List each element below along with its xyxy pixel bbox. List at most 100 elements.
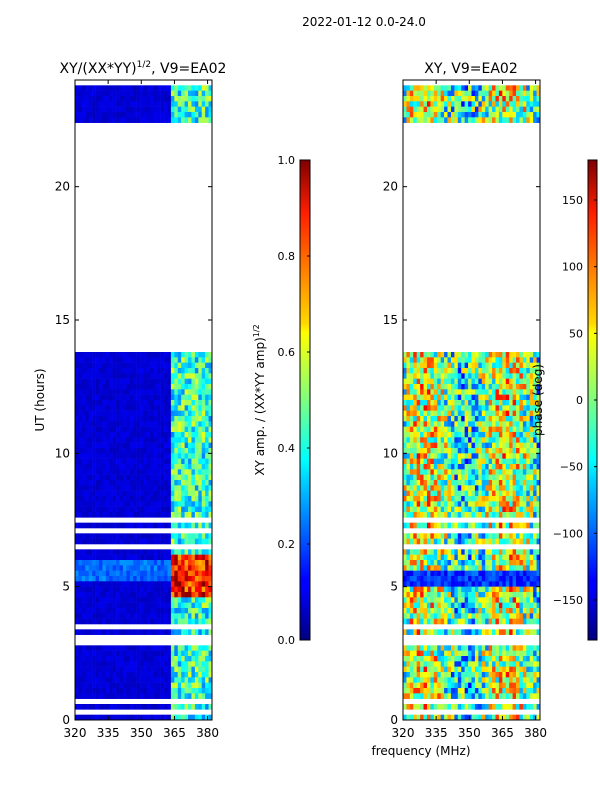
heatmap-cell xyxy=(498,437,503,443)
heatmap-cell xyxy=(85,112,89,118)
heatmap-cell xyxy=(92,618,96,625)
heatmap-cell xyxy=(423,474,428,481)
heatmap-cell xyxy=(126,117,131,123)
heatmap-cell xyxy=(444,522,448,529)
heatmap-cell xyxy=(423,410,428,417)
heatmap-cell xyxy=(102,400,107,406)
heatmap-cell xyxy=(481,357,486,363)
heatmap-cell xyxy=(403,554,407,561)
heatmap-cell xyxy=(81,117,86,123)
heatmap-cell xyxy=(201,432,206,438)
heatmap-cell xyxy=(170,85,175,91)
heatmap-cell xyxy=(105,117,110,123)
heatmap-cell xyxy=(413,586,417,593)
heatmap-cell xyxy=(502,538,507,545)
heatmap-cell xyxy=(109,618,113,625)
heatmap-cell xyxy=(492,432,496,438)
heatmap-cell xyxy=(505,533,510,539)
heatmap-cell xyxy=(509,448,513,454)
heatmap-cell xyxy=(167,570,172,577)
heatmap-cell xyxy=(413,410,417,417)
heatmap-cell xyxy=(485,464,489,470)
heatmap-cell xyxy=(198,677,203,683)
heatmap-cell xyxy=(164,400,168,406)
heatmap-cell xyxy=(440,597,445,603)
heatmap-cell xyxy=(167,549,172,555)
heatmap-cell xyxy=(457,394,462,401)
heatmap-cell xyxy=(112,666,117,673)
heatmap-cell xyxy=(174,90,179,97)
heatmap-cell xyxy=(92,661,96,667)
heatmap-cell xyxy=(78,602,83,609)
heatmap-cell xyxy=(126,570,131,577)
heatmap-cell xyxy=(109,570,113,577)
heatmap-cell xyxy=(198,629,203,635)
heatmap-cell xyxy=(505,357,510,363)
heatmap-cell xyxy=(516,522,520,529)
heatmap-cell xyxy=(143,96,148,102)
heatmap-cell xyxy=(474,554,479,561)
heatmap-cell xyxy=(208,586,213,593)
heatmap-cell xyxy=(112,629,117,635)
heatmap-cell xyxy=(170,602,175,609)
heatmap-cell xyxy=(447,586,452,593)
heatmap-cell xyxy=(153,522,158,529)
heatmap-cell xyxy=(85,448,89,454)
heatmap-cell xyxy=(481,112,486,118)
heatmap-cell xyxy=(447,421,452,427)
heatmap-cell xyxy=(519,533,524,539)
heatmap-cell xyxy=(98,96,103,102)
heatmap-cell xyxy=(92,666,96,673)
heatmap-cell xyxy=(136,410,141,417)
heatmap-cell xyxy=(164,597,168,603)
heatmap-cell xyxy=(440,421,445,427)
heatmap-cell xyxy=(150,576,155,582)
heatmap-cell xyxy=(502,496,507,502)
heatmap-cell xyxy=(437,613,441,619)
heatmap-cell xyxy=(75,432,79,438)
heatmap-cell xyxy=(177,597,182,603)
heatmap-cell xyxy=(420,458,424,465)
heatmap-cell xyxy=(102,421,107,427)
heatmap-cell xyxy=(143,389,148,395)
heatmap-cell xyxy=(174,106,179,113)
heatmap-cell xyxy=(194,480,199,486)
heatmap-cell xyxy=(423,586,428,593)
heatmap-cell xyxy=(95,608,100,614)
heatmap-cell xyxy=(505,613,510,619)
heatmap-cell xyxy=(198,421,203,427)
heatmap-cell xyxy=(75,453,79,459)
heatmap-cell xyxy=(516,506,520,513)
heatmap-cell xyxy=(109,565,113,571)
heatmap-cell xyxy=(481,96,486,102)
heatmap-cell xyxy=(98,437,103,443)
heatmap-cell xyxy=(413,426,417,433)
heatmap-cell xyxy=(119,85,124,91)
heatmap-cell xyxy=(498,101,503,107)
heatmap-cell xyxy=(533,565,537,571)
heatmap-cell xyxy=(126,554,131,561)
heatmap-cell xyxy=(88,410,93,417)
heatmap-cell xyxy=(140,480,144,486)
heatmap-cell xyxy=(95,661,100,667)
heatmap-cell xyxy=(468,362,472,369)
heatmap-cell xyxy=(208,650,213,657)
heatmap-cell xyxy=(447,357,452,363)
heatmap-cell xyxy=(492,506,496,513)
heatmap-cell xyxy=(519,101,524,107)
heatmap-cell xyxy=(88,426,93,433)
heatmap-cell xyxy=(536,592,541,598)
heatmap-cell xyxy=(533,389,537,395)
heatmap-cell xyxy=(78,533,83,539)
heatmap-cell xyxy=(474,357,479,363)
heatmap-cell xyxy=(461,586,465,593)
heatmap-cell xyxy=(153,368,158,374)
heatmap-cell xyxy=(413,485,417,491)
heatmap-cell xyxy=(437,469,441,475)
heatmap-cell xyxy=(95,597,100,603)
heatmap-cell xyxy=(129,704,134,710)
heatmap-cell xyxy=(423,421,428,427)
heatmap-cell xyxy=(201,368,206,374)
heatmap-cell xyxy=(433,570,438,577)
heatmap-cell xyxy=(143,661,148,667)
